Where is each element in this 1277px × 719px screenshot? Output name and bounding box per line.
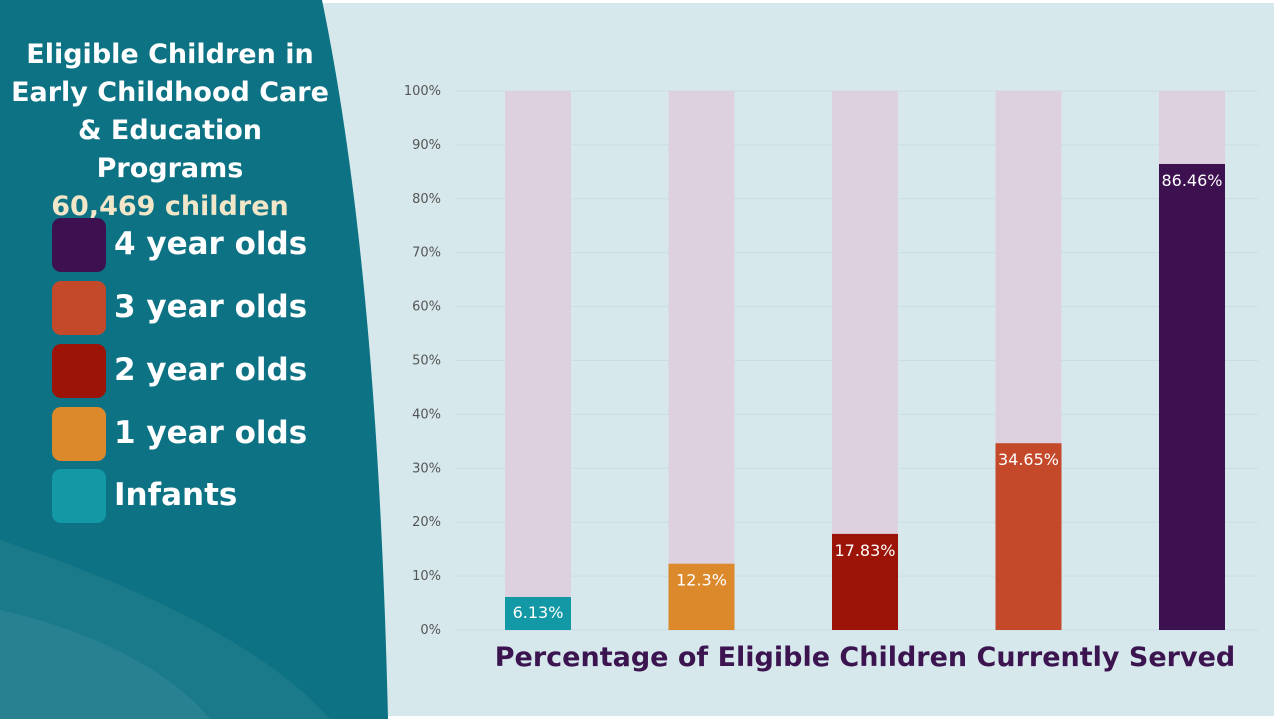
y-tick-label: 20% [412, 515, 441, 530]
legend-item-2-year-olds: 2 year olds [52, 344, 352, 398]
bar-4-year-olds [1159, 163, 1225, 631]
data-label-1-year-olds: 12.3% [676, 571, 727, 590]
legend-label-2-year-olds: 2 year olds [114, 352, 308, 388]
data-label-4-year-olds: 86.46% [1161, 171, 1222, 190]
y-tick-label: 50% [412, 354, 441, 369]
legend-swatch-1-year-olds [52, 407, 106, 461]
side-panel-wave-1 [0, 540, 330, 719]
bar-2-year-olds [832, 533, 898, 630]
legend-swatch-infants [52, 469, 106, 523]
legend-item-4-year-olds: 4 year olds [52, 218, 352, 272]
y-tick-label: 60% [412, 300, 441, 315]
y-tick-label: 80% [412, 192, 441, 207]
bar-1-year-olds [668, 563, 735, 630]
y-tick-label: 90% [412, 138, 441, 153]
data-labels: 6.13% 12.3% 17.83% 34.65% 86.46% [513, 171, 1223, 622]
y-tick-label: 70% [412, 246, 441, 261]
legend-label-3-year-olds: 3 year olds [114, 289, 308, 325]
chart-title: Percentage of Eligible Children Currentl… [494, 642, 1236, 673]
legend-item-1-year-olds: 1 year olds [52, 407, 352, 461]
y-axis-ticks: 0% 10% 20% 30% 40% 50% 60% 70% 80% 90% 100% [404, 84, 441, 638]
y-tick-label: 40% [412, 407, 441, 422]
side-title-line-2: Early Childhood Care [11, 77, 329, 108]
bar-track-infants [505, 91, 571, 630]
legend-item-infants: Infants [52, 469, 352, 523]
data-label-3-year-olds: 34.65% [998, 450, 1059, 469]
y-tick-label: 30% [412, 461, 441, 476]
data-label-2-year-olds: 17.83% [834, 541, 895, 560]
bar-infants [505, 596, 571, 630]
legend-label-infants: Infants [114, 477, 238, 513]
y-tick-label: 10% [412, 569, 441, 584]
y-tick-label: 0% [420, 623, 441, 638]
side-panel [0, 0, 388, 719]
eligible-total: 60,469 children [51, 191, 289, 222]
legend-swatch-2-year-olds [52, 344, 106, 398]
side-panel-background [0, 0, 388, 719]
y-tick-label: 100% [404, 84, 441, 99]
bar-3-year-olds [995, 443, 1062, 630]
side-panel-wave-2 [0, 610, 210, 719]
legend-swatch-3-year-olds [52, 281, 106, 335]
legend-item-3-year-olds: 3 year olds [52, 281, 352, 335]
legend-swatch-4-year-olds [52, 218, 106, 272]
legend-label-1-year-olds: 1 year olds [114, 415, 308, 451]
legend-label-4-year-olds: 4 year olds [114, 226, 308, 262]
side-title-line-1: Eligible Children in [26, 39, 314, 70]
side-title: Eligible Children in Early Childhood Car… [10, 36, 330, 226]
side-title-line-3: & Education Programs [77, 115, 263, 184]
data-label-infants: 6.13% [513, 603, 564, 622]
bar-track-1-year-olds [668, 91, 735, 630]
bars [505, 91, 1225, 631]
